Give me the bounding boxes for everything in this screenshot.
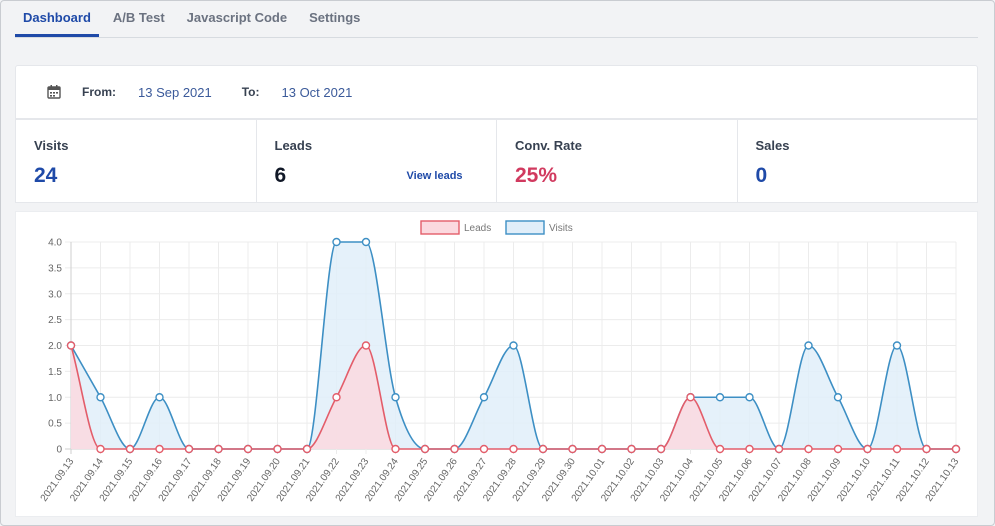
- leads-visits-chart: 00.51.01.52.02.53.03.54.02021.09.132021.…: [39, 220, 962, 504]
- leads-point: [774, 444, 784, 454]
- leads-point: [66, 341, 76, 350]
- stat-conv-rate-value: 25%: [515, 164, 558, 187]
- leads-point: [125, 444, 135, 454]
- leads-point: [243, 444, 253, 454]
- visits-point: [155, 393, 164, 402]
- y-tick-label: 4.0: [48, 238, 62, 249]
- visits-point: [833, 393, 843, 402]
- stat-conv-rate-title: Conv. Rate: [515, 138, 582, 153]
- leads-point: [568, 444, 577, 454]
- leads-point: [96, 444, 105, 454]
- stat-visits: Visits 24: [16, 120, 257, 202]
- visits-point: [745, 393, 754, 402]
- leads-point: [833, 444, 843, 454]
- leads-point: [892, 444, 902, 454]
- leads-point: [745, 444, 754, 454]
- y-tick-label: 1.5: [48, 367, 62, 378]
- legend-label-visits: Visits: [549, 223, 573, 234]
- leads-point: [273, 444, 282, 454]
- to-date[interactable]: 13 Oct 2021: [281, 84, 353, 100]
- legend-label-leads: Leads: [464, 223, 491, 234]
- leads-point: [184, 444, 194, 454]
- visits-point: [332, 237, 341, 247]
- leads-point: [479, 444, 489, 454]
- leads-point: [656, 444, 666, 454]
- stat-leads-title: Leads: [274, 138, 313, 153]
- from-date[interactable]: 13 Sep 2021: [138, 84, 212, 100]
- leads-point: [509, 444, 518, 454]
- tab-bar: Dashboard A/B Test Javascript Code Setti…: [15, 1, 978, 38]
- chart-panel: 0 0.5 1.0 1.5 2.0 2.5 3.0 3.5 4.0 2021.09.13 2021.…: [15, 211, 978, 517]
- leads-point: [951, 444, 961, 454]
- leads-point: [627, 444, 636, 454]
- stat-leads-value: 6: [274, 164, 287, 187]
- leads-point: [361, 341, 371, 350]
- stat-visits-title: Visits: [34, 138, 69, 153]
- calendar-icon[interactable]: [46, 84, 62, 100]
- view-leads-link[interactable]: View leads: [406, 170, 463, 182]
- stat-sales-value: 0: [755, 164, 768, 187]
- leads-point: [863, 444, 872, 454]
- stat-conv-rate: Conv. Rate 25%: [497, 120, 738, 202]
- stat-leads: Leads 6 View leads: [257, 120, 497, 202]
- stat-visits-value: 24: [34, 164, 58, 187]
- visits-point: [479, 393, 489, 402]
- leads-point: [155, 444, 164, 454]
- y-tick-label: 3.0: [48, 289, 62, 300]
- stat-sales: Sales 0: [738, 120, 978, 202]
- leads-point: [214, 444, 223, 454]
- leads-point: [922, 444, 931, 454]
- stat-sales-title: Sales: [755, 138, 790, 153]
- visits-point: [391, 393, 400, 402]
- visits-point: [509, 341, 518, 350]
- y-tick-label: 3.5: [48, 263, 62, 274]
- leads-point: [804, 444, 813, 454]
- visits-point: [804, 341, 813, 350]
- leads-point: [686, 393, 695, 402]
- leads-point: [715, 444, 725, 454]
- leads-point: [391, 444, 400, 454]
- legend-swatch-visits: [505, 220, 545, 235]
- stats-row: Visits 24 Leads 6 View leads Conv. Rate …: [15, 119, 978, 203]
- leads-point: [450, 444, 459, 454]
- y-tick-label: 1.0: [48, 393, 62, 404]
- tab-javascript-code[interactable]: Javascript Code: [186, 10, 288, 25]
- leads-point: [538, 444, 548, 454]
- visits-point: [96, 393, 105, 402]
- to-label: To:: [241, 85, 260, 99]
- leads-point: [597, 444, 607, 454]
- visits-point: [715, 393, 725, 402]
- legend-swatch-leads: [420, 220, 460, 235]
- y-tick-label: 2.0: [48, 341, 62, 352]
- visits-point: [361, 237, 371, 247]
- chart-legend: Leads Visits: [420, 220, 573, 235]
- tab-dashboard[interactable]: Dashboard: [15, 1, 99, 37]
- leads-point: [420, 444, 430, 454]
- leads-point: [332, 393, 341, 402]
- y-tick-label: 2.5: [48, 315, 62, 326]
- leads-point: [302, 444, 312, 454]
- date-range-bar: From: 13 Sep 2021 To: 13 Oct 2021: [15, 65, 978, 119]
- tab-ab-test[interactable]: A/B Test: [112, 10, 165, 25]
- y-tick-label: 0: [56, 445, 62, 456]
- from-label: From:: [82, 85, 116, 99]
- tab-settings[interactable]: Settings: [309, 10, 361, 25]
- y-tick-label: 0.5: [48, 419, 62, 430]
- visits-point: [892, 341, 902, 350]
